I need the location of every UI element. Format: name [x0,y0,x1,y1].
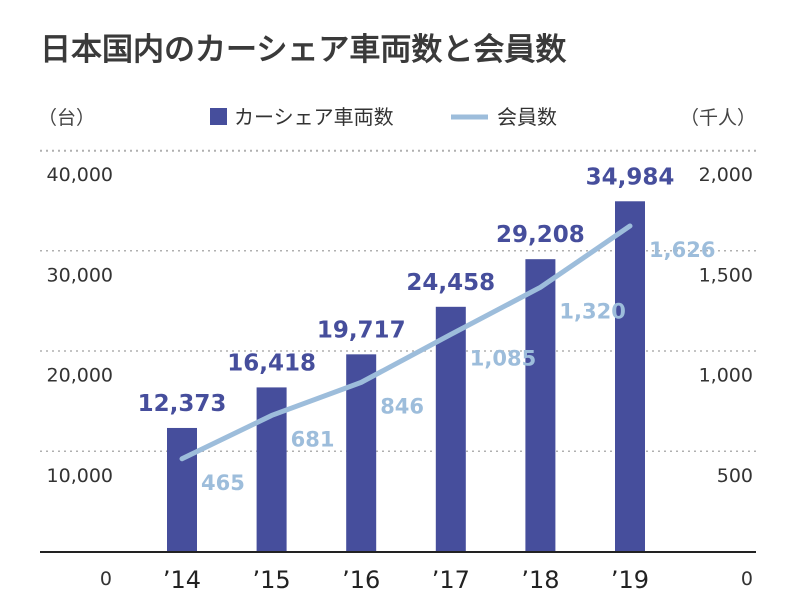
bar-value-label: 16,418 [227,350,316,376]
x-tick-label: ’16 [342,566,380,594]
bar [525,259,556,552]
x-tick-label: ’17 [432,566,470,594]
line-value-label: 681 [291,427,335,451]
bar-value-label: 29,208 [496,222,585,248]
right-tick-label: 1,000 [699,365,753,387]
left-tick-label: 20,000 [47,365,113,387]
line-value-label: 465 [201,471,245,495]
bar [435,306,466,552]
left-tick-label: 40,000 [47,164,113,186]
legend: カーシェア車両数 会員数 [210,105,557,129]
line-value-label: 1,320 [559,299,625,323]
bar [615,201,645,552]
bar-value-label: 12,373 [138,391,227,417]
left-axis-ticks: 0 10,000 20,000 30,000 40,000 [47,164,113,590]
x-tick-label: ’18 [521,566,559,594]
bars [167,201,645,552]
right-tick-label: 2,000 [699,164,753,186]
legend-bar-label: カーシェア車両数 [234,105,394,129]
line-value-labels: 465 681 846 1,085 1,320 1,626 [201,238,715,495]
right-tick-label: 500 [717,465,753,487]
x-tick-label: ’15 [253,566,291,594]
member-line [179,223,633,462]
bar-value-label: 34,984 [586,164,675,190]
legend-bar-swatch [210,108,227,125]
line-value-label: 1,085 [470,346,536,370]
bar [167,427,197,552]
member-line-path [179,223,633,462]
x-tick-label: ’19 [611,566,649,594]
bar-value-label: 19,717 [317,317,406,343]
x-tick-label: ’14 [163,566,201,594]
right-axis-unit: （千人） [680,107,756,129]
left-tick-label: 10,000 [47,465,113,487]
chart-title: 日本国内のカーシェア車両数と会員数 [40,32,566,68]
right-tick-label: 1,500 [699,264,753,286]
left-tick-label: 0 [100,568,112,590]
x-axis-ticks: ’14 ’15 ’16 ’17 ’18 ’19 [163,566,649,594]
left-tick-label: 30,000 [47,264,113,286]
left-axis-unit: （台） [38,107,95,129]
right-tick-label: 0 [741,568,753,590]
line-value-label: 1,626 [649,238,715,262]
legend-line-label: 会員数 [497,105,557,129]
bar-value-label: 24,458 [406,270,495,296]
right-axis-ticks: 0 500 1,000 1,500 2,000 [699,164,753,590]
line-value-label: 846 [380,394,424,418]
